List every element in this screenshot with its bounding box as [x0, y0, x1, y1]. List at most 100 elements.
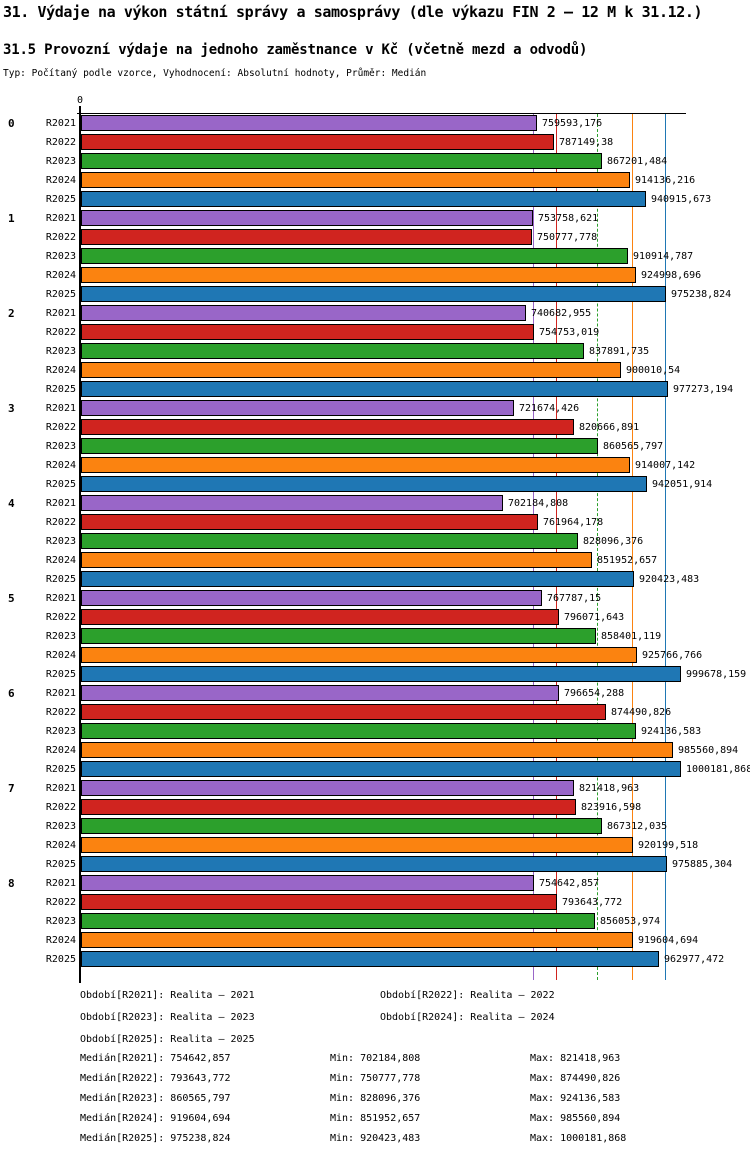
bar-R2021-group-8	[81, 875, 534, 891]
series-label-R2023: R2023	[45, 631, 76, 642]
series-label-R2023: R2023	[45, 156, 76, 167]
series-label-R2022: R2022	[45, 802, 76, 813]
bar-value-label: 975885,304	[672, 859, 733, 870]
bar-value-label: 793643,772	[562, 897, 623, 908]
bar-R2023-group-1	[81, 248, 628, 264]
bar-value-label: 920423,483	[639, 574, 700, 585]
series-label-R2024: R2024	[45, 840, 76, 851]
stat-median: Medián[R2021]: 754642,857	[80, 1053, 231, 1064]
series-label-R2023: R2023	[45, 441, 76, 452]
bar-value-label: 920199,518	[638, 840, 699, 851]
series-label-R2021: R2021	[45, 403, 76, 414]
bar-R2023-group-5	[81, 628, 596, 644]
stat-min: Min: 750777,778	[330, 1073, 421, 1084]
series-label-R2022: R2022	[45, 422, 76, 433]
bar-value-label: 761964,178	[543, 517, 604, 528]
legend-item: Období[R2022]: Realita – 2022	[380, 990, 555, 1001]
bar-value-label: 919604,694	[638, 935, 699, 946]
bar-R2023-group-0	[81, 153, 602, 169]
bar-value-label: 999678,159	[686, 669, 747, 680]
bar-value-label: 754642,857	[539, 878, 600, 889]
category-label-8: 8	[8, 877, 15, 890]
bar-value-label: 874490,826	[611, 707, 672, 718]
category-label-6: 6	[8, 687, 15, 700]
bar-R2025-group-8	[81, 951, 659, 967]
bar-R2022-group-3	[81, 419, 574, 435]
bar-value-label: 821418,963	[579, 783, 640, 794]
bar-R2024-group-3	[81, 457, 630, 473]
median-line-R2023	[597, 114, 598, 980]
series-label-R2023: R2023	[45, 821, 76, 832]
series-label-R2025: R2025	[45, 859, 76, 870]
series-label-R2022: R2022	[45, 327, 76, 338]
stat-max: Max: 985560,894	[530, 1113, 621, 1124]
bar-value-label: 787149,38	[559, 137, 614, 148]
series-label-R2023: R2023	[45, 726, 76, 737]
bar-R2022-group-6	[81, 704, 606, 720]
bar-value-label: 940915,673	[651, 194, 712, 205]
bar-R2025-group-6	[81, 761, 681, 777]
bar-value-label: 851952,657	[597, 555, 658, 566]
bar-value-label: 740682,955	[531, 308, 592, 319]
bar-R2024-group-4	[81, 552, 592, 568]
bar-R2023-group-4	[81, 533, 578, 549]
bar-value-label: 837891,735	[589, 346, 650, 357]
bar-value-label: 914007,142	[635, 460, 696, 471]
bar-R2022-group-1	[81, 229, 532, 245]
bar-value-label: 924136,583	[641, 726, 702, 737]
series-label-R2022: R2022	[45, 137, 76, 148]
bar-R2021-group-1	[81, 210, 533, 226]
report-title: 31. Výdaje na výkon státní správy a samo…	[3, 3, 703, 21]
bar-R2023-group-8	[81, 913, 595, 929]
series-label-R2025: R2025	[45, 289, 76, 300]
bar-value-label: 759593,176	[542, 118, 603, 129]
bar-value-label: 977273,194	[673, 384, 734, 395]
bar-R2021-group-5	[81, 590, 542, 606]
series-label-R2023: R2023	[45, 916, 76, 927]
bar-R2021-group-2	[81, 305, 526, 321]
series-label-R2024: R2024	[45, 650, 76, 661]
bar-R2024-group-7	[81, 837, 633, 853]
stat-max: Max: 874490,826	[530, 1073, 621, 1084]
series-label-R2025: R2025	[45, 384, 76, 395]
series-label-R2021: R2021	[45, 783, 76, 794]
bar-R2023-group-6	[81, 723, 636, 739]
stat-median: Medián[R2022]: 793643,772	[80, 1073, 231, 1084]
bar-R2022-group-4	[81, 514, 538, 530]
bar-value-label: 942051,914	[652, 479, 713, 490]
series-label-R2021: R2021	[45, 213, 76, 224]
legend-item: Období[R2023]: Realita – 2023	[80, 1012, 255, 1023]
chart-meta-line: Typ: Počítaný podle vzorce, Vyhodnocení:…	[3, 68, 427, 79]
bar-value-label: 767787,15	[547, 593, 602, 604]
stat-max: Max: 821418,963	[530, 1053, 621, 1064]
bar-R2022-group-0	[81, 134, 554, 150]
bar-R2024-group-0	[81, 172, 630, 188]
bar-R2024-group-5	[81, 647, 637, 663]
series-label-R2023: R2023	[45, 536, 76, 547]
bar-value-label: 856053,974	[600, 916, 661, 927]
series-label-R2024: R2024	[45, 460, 76, 471]
bar-value-label: 823916,598	[581, 802, 642, 813]
series-label-R2025: R2025	[45, 194, 76, 205]
series-label-R2025: R2025	[45, 479, 76, 490]
legend-item: Období[R2021]: Realita – 2021	[80, 990, 255, 1001]
x-axis-line	[77, 113, 686, 114]
bar-value-label: 900010,54	[626, 365, 681, 376]
series-label-R2021: R2021	[45, 593, 76, 604]
series-label-R2022: R2022	[45, 232, 76, 243]
bar-R2021-group-4	[81, 495, 503, 511]
stat-max: Max: 924136,583	[530, 1093, 621, 1104]
series-label-R2024: R2024	[45, 365, 76, 376]
bar-value-label: 867312,035	[607, 821, 668, 832]
bar-R2025-group-4	[81, 571, 634, 587]
bar-value-label: 750777,778	[537, 232, 598, 243]
bar-value-label: 914136,216	[635, 175, 696, 186]
series-label-R2025: R2025	[45, 764, 76, 775]
series-label-R2021: R2021	[45, 118, 76, 129]
bar-value-label: 702184,808	[508, 498, 569, 509]
bar-R2022-group-7	[81, 799, 576, 815]
series-label-R2021: R2021	[45, 498, 76, 509]
bar-value-label: 985560,894	[678, 745, 739, 756]
bar-value-label: 721674,426	[519, 403, 580, 414]
